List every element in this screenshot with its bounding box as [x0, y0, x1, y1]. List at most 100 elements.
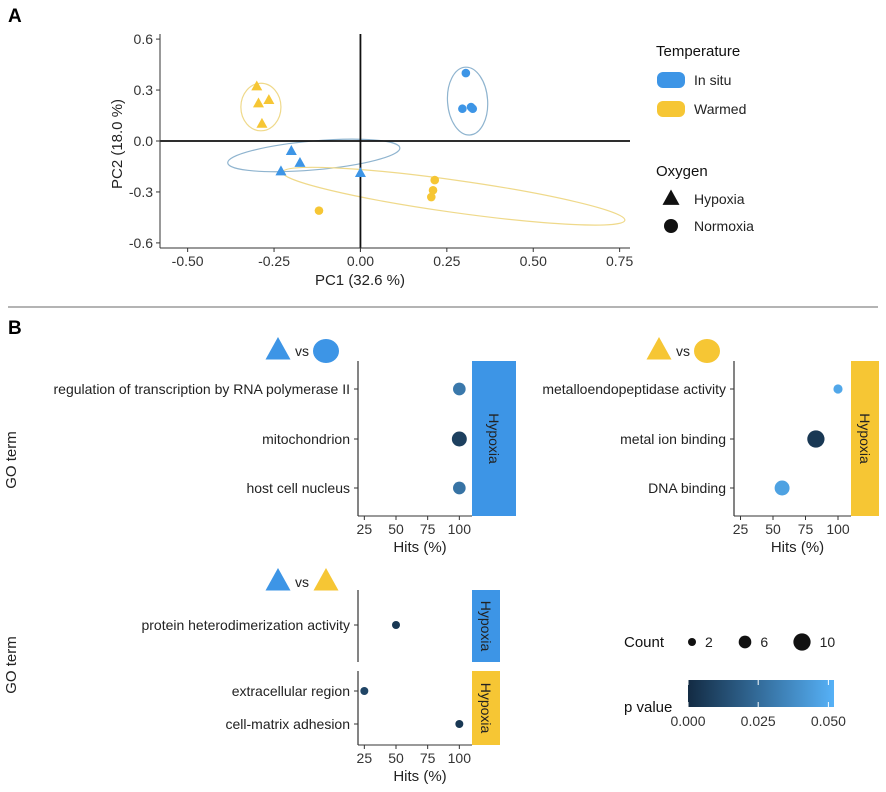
- pca-x-tick-label: 0.00: [347, 253, 374, 269]
- pvalue-colorbar-tick-label: 0.050: [811, 713, 846, 729]
- count-legend-circle-icon: [738, 635, 752, 649]
- comparison-right-triangle-icon: [313, 568, 339, 591]
- temperature-legend-items: In situ Warmed: [657, 72, 746, 117]
- go-panel-hypoxia-insitu-vs-warmed: vs Hypoxia protein heterodimerization acti…: [141, 568, 500, 785]
- count-legend-label: 2: [705, 634, 713, 650]
- pca-ellipse-warmed-normoxia: [282, 166, 626, 226]
- pca-point-in_situ-hypoxia: [294, 156, 306, 167]
- facet-strip-warmed: [472, 671, 500, 745]
- pca-point-in_situ-normoxia: [461, 68, 471, 78]
- go-term-label: metal ion binding: [620, 431, 726, 447]
- oxygen-legend-title: Oxygen: [656, 163, 708, 180]
- pca-x-tick-label: -0.25: [258, 253, 290, 269]
- pca-x-tick-label: 0.75: [606, 253, 633, 269]
- pvalue-colorbar-tick-label: 0.000: [670, 713, 705, 729]
- pvalue-legend-title: p value: [624, 699, 672, 716]
- temperature-legend-label-in_situ: In situ: [694, 72, 731, 88]
- go-x-tick-label: 50: [388, 750, 404, 766]
- pca-point-in_situ-normoxia: [458, 104, 467, 114]
- oxygen-legend-circle-icon: [664, 219, 678, 233]
- temperature-legend-label-warmed: Warmed: [694, 101, 746, 117]
- count-legend-circle-icon: [688, 638, 696, 646]
- go-x-tick-label: 100: [826, 521, 850, 537]
- go-x-tick-label: 100: [448, 521, 472, 537]
- go-y-axis-title-bottom: GO term: [3, 636, 20, 694]
- go-term-point: [807, 430, 825, 448]
- comparison-vs-label: vs: [295, 574, 309, 590]
- pca-y-tick-label: -0.6: [129, 235, 153, 251]
- go-term-label: regulation of transcription by RNA polym…: [54, 381, 350, 397]
- go-term-point: [774, 480, 790, 496]
- go-panel-warmed-hypoxia-vs-normoxia: vs Hypoxia metalloendopeptidase activity me…: [542, 337, 879, 556]
- go-x-tick-label: 25: [357, 750, 373, 766]
- pca-x-axis-title: PC1 (32.6 %): [315, 272, 405, 289]
- pca-ellipses: [227, 66, 626, 226]
- facet-strip-label: Hypoxia: [486, 413, 502, 464]
- pca-y-tick-label: 0.3: [134, 82, 154, 98]
- go-term-point: [451, 431, 467, 447]
- go-term-point: [360, 687, 369, 695]
- count-legend-circle-icon: [793, 633, 811, 651]
- pca-point-warmed-hypoxia: [251, 80, 263, 91]
- pvalue-colorbar: [688, 680, 834, 707]
- count-legend-label: 10: [820, 634, 836, 650]
- pca-point-warmed-normoxia: [428, 185, 438, 195]
- pca-x-tick-label: 0.50: [520, 253, 547, 269]
- temperature-legend-swatch-warmed: [657, 101, 685, 117]
- count-legend-title: Count: [624, 634, 665, 651]
- temperature-legend-swatch-in_situ: [657, 72, 685, 88]
- comparison-vs-label: vs: [295, 343, 309, 359]
- go-term-point: [455, 720, 464, 728]
- pca-point-in_situ-hypoxia: [354, 167, 366, 178]
- go-x-tick-label: 100: [448, 750, 472, 766]
- facet-strip-in_situ: [472, 590, 500, 662]
- go-term-label: cell-matrix adhesion: [226, 716, 351, 732]
- go-term-label: metalloendopeptidase activity: [542, 381, 726, 397]
- oxygen-legend-label-hypoxia: Hypoxia: [694, 191, 745, 207]
- go-y-axis-title-top: GO term: [3, 431, 20, 489]
- count-size-legend: Count 2 6 10: [624, 633, 835, 651]
- go-x-tick-label: 75: [420, 521, 436, 537]
- pca-y-tick-label: -0.3: [129, 184, 153, 200]
- go-term-point: [453, 481, 466, 495]
- pca-y-tick-label: 0.0: [134, 133, 154, 149]
- count-legend-label: 6: [760, 634, 768, 650]
- pca-point-warmed-normoxia: [426, 192, 436, 202]
- go-panel-insitu-hypoxia-vs-normoxia: vs Hypoxia regulation of transcription by …: [54, 337, 516, 556]
- go-term-label: host cell nucleus: [246, 480, 350, 496]
- comparison-right-circle-icon: [694, 339, 720, 363]
- pca-point-warmed-hypoxia: [252, 97, 264, 108]
- facet-strip-warmed: [851, 361, 879, 516]
- comparison-left-triangle-icon: [646, 337, 672, 360]
- go-x-tick-label: 50: [765, 521, 781, 537]
- pca-ellipse-in_situ-normoxia: [446, 66, 489, 136]
- go-x-axis-title: Hits (%): [393, 768, 446, 785]
- pca-point-warmed-normoxia: [430, 175, 440, 185]
- go-x-tick-label: 25: [357, 521, 373, 537]
- facet-strip-label: Hypoxia: [857, 413, 873, 464]
- facet-strip-in_situ: [472, 361, 516, 516]
- pca-ellipse-warmed-hypoxia: [240, 82, 282, 132]
- temperature-legend-title: Temperature: [656, 43, 740, 60]
- oxygen-legend-label-normoxia: Normoxia: [694, 218, 754, 234]
- go-term-point: [453, 382, 466, 396]
- go-term-label: extracellular region: [232, 683, 350, 699]
- go-term-point: [833, 384, 843, 394]
- go-term-point: [392, 621, 400, 629]
- oxygen-legend-items: Hypoxia Normoxia: [662, 189, 754, 234]
- pca-legend: Temperature In situ Warmed Oxygen Hypoxia…: [656, 43, 754, 234]
- pca-points: [251, 68, 478, 215]
- pca-x-ticks: -0.50 -0.25 0.00 0.25 0.50 0.75: [172, 248, 633, 269]
- pca-point-warmed-hypoxia: [263, 94, 275, 105]
- panel-label-a: A: [8, 6, 22, 27]
- pca-point-warmed-hypoxia: [256, 117, 268, 128]
- pvalue-color-legend: p value 0.000 0.025 0.050: [624, 680, 846, 729]
- pca-point-in_situ-hypoxia: [285, 145, 297, 155]
- pvalue-colorbar-ticks: 0.000 0.025 0.050: [670, 680, 846, 729]
- oxygen-legend-triangle-icon: [662, 189, 680, 205]
- pca-x-tick-label: -0.50: [172, 253, 204, 269]
- panel-label-b: B: [8, 318, 22, 339]
- count-legend-items: 2 6 10: [688, 633, 836, 651]
- pca-point-in_situ-normoxia: [468, 104, 478, 114]
- pca-point-in_situ-hypoxia: [275, 165, 287, 176]
